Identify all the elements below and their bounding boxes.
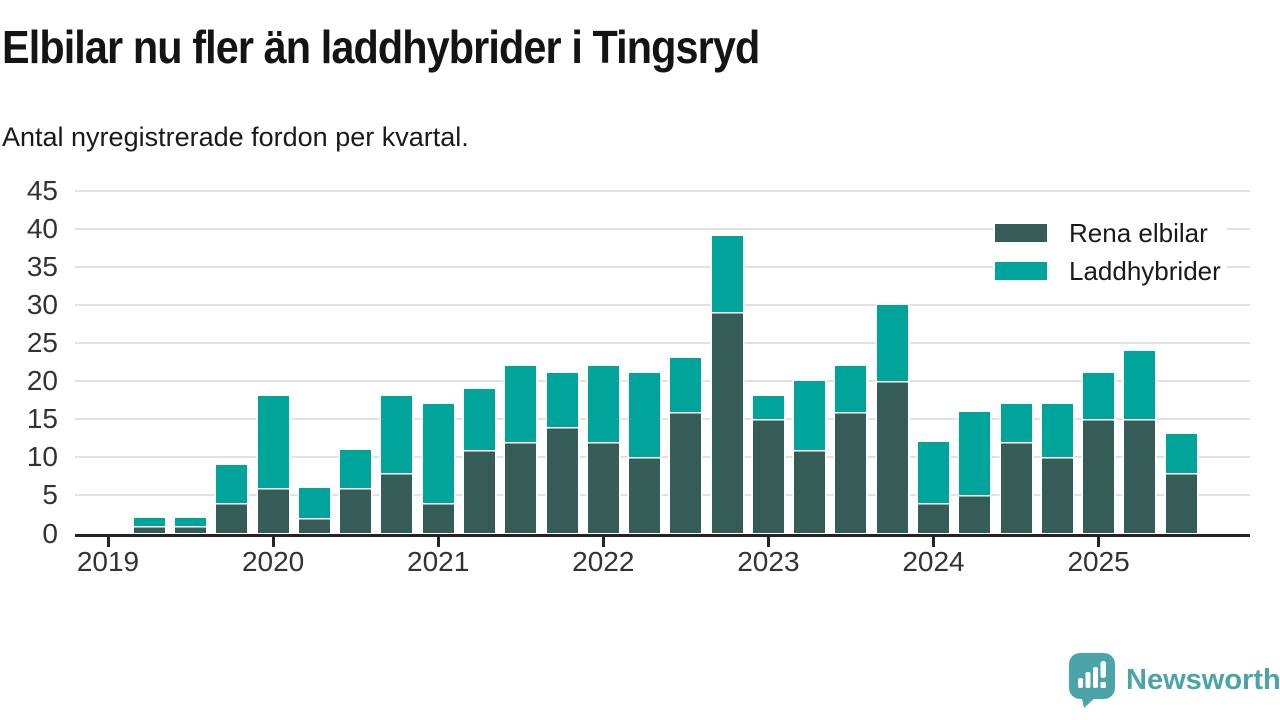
bar-segment-elbilar bbox=[1165, 472, 1197, 534]
gridline-25 bbox=[75, 341, 1250, 344]
bar-segment-laddhybrider bbox=[1000, 403, 1032, 443]
x-axis-label: 2019 bbox=[76, 546, 140, 577]
bar-segment-elbilar bbox=[670, 411, 702, 534]
brand-name: Newsworthy bbox=[1126, 663, 1280, 696]
bar-segment-elbilar bbox=[422, 503, 454, 534]
bar-segment-elbilar bbox=[381, 472, 413, 534]
bar-segment-elbilar bbox=[340, 487, 372, 534]
bar-segment-laddhybrider bbox=[1124, 350, 1156, 420]
bar-segment-elbilar bbox=[216, 503, 248, 534]
x-axis-tick bbox=[766, 536, 770, 547]
y-axis-label: 20 bbox=[26, 365, 58, 397]
x-axis-tick bbox=[436, 536, 440, 547]
x-axis-tick bbox=[1097, 536, 1101, 547]
legend: Rena elbilar Laddhybrider bbox=[993, 212, 1227, 292]
bar-segment-laddhybrider bbox=[505, 365, 537, 443]
y-axis-label: 35 bbox=[26, 250, 58, 282]
legend-label: Rena elbilar bbox=[1069, 217, 1208, 248]
gridline-10 bbox=[75, 456, 1250, 459]
bar-segment-laddhybrider bbox=[340, 449, 372, 488]
bar-segment-laddhybrider bbox=[918, 442, 949, 503]
bar-segment-laddhybrider bbox=[257, 396, 289, 488]
legend-swatch-laddhybrider bbox=[995, 262, 1047, 280]
bar-segment-elbilar bbox=[835, 411, 867, 534]
bar-segment-laddhybrider bbox=[546, 373, 578, 427]
x-axis-tick bbox=[601, 536, 605, 547]
brand-footer: Newsworthy bbox=[1068, 652, 1280, 708]
bar-segment-laddhybrider bbox=[298, 487, 330, 519]
bar-segment-elbilar bbox=[175, 525, 207, 534]
y-axis-label: 45 bbox=[26, 174, 58, 206]
x-axis-label: 2025 bbox=[1067, 546, 1130, 577]
bar-segment-elbilar bbox=[752, 419, 784, 534]
bar-segment-laddhybrider bbox=[175, 518, 207, 526]
chart-subtitle: Antal nyregistrerade fordon per kvartal. bbox=[2, 122, 469, 152]
gridline-45 bbox=[75, 189, 1250, 192]
bar-segment-elbilar bbox=[257, 487, 289, 534]
bar-segment-laddhybrider bbox=[422, 403, 454, 503]
y-axis-label: 40 bbox=[26, 212, 58, 244]
bar-segment-laddhybrider bbox=[587, 365, 619, 443]
bar-segment-elbilar bbox=[1041, 457, 1073, 534]
x-axis-label: 2022 bbox=[572, 546, 635, 577]
bar-segment-elbilar bbox=[1083, 419, 1115, 534]
bar-segment-laddhybrider bbox=[835, 365, 867, 412]
y-axis-label: 0 bbox=[42, 517, 58, 549]
gridline-40 bbox=[75, 227, 1250, 230]
bar-segment-elbilar bbox=[133, 525, 165, 534]
legend-label: Laddhybrider bbox=[1069, 255, 1221, 286]
bar-segment-elbilar bbox=[629, 457, 661, 534]
bar-segment-laddhybrider bbox=[794, 381, 826, 450]
gridline-5 bbox=[75, 494, 1250, 497]
chart-title: Elbilar nu fler än laddhybrider i Tingsr… bbox=[2, 21, 760, 73]
x-axis-label: 2023 bbox=[737, 546, 800, 577]
bar-segment-elbilar bbox=[794, 449, 826, 534]
bar-segment-laddhybrider bbox=[1083, 373, 1115, 420]
bar-segment-elbilar bbox=[546, 426, 578, 534]
bar-segment-laddhybrider bbox=[381, 396, 413, 473]
x-axis-line bbox=[75, 533, 1250, 537]
x-axis-tick bbox=[932, 536, 935, 547]
y-axis-label: 5 bbox=[42, 479, 58, 511]
x-axis-label: 2021 bbox=[407, 546, 470, 577]
legend-swatch-elbilar bbox=[995, 224, 1047, 242]
bar-segment-elbilar bbox=[505, 442, 537, 534]
x-axis-tick bbox=[271, 536, 275, 547]
x-axis-tick bbox=[106, 536, 110, 547]
bar-segment-elbilar bbox=[1124, 419, 1156, 534]
gridline-20 bbox=[75, 380, 1250, 383]
legend-item-elbilar: Rena elbilar bbox=[995, 214, 1221, 252]
bar-segment-elbilar bbox=[711, 312, 743, 534]
bar-segment-laddhybrider bbox=[1041, 403, 1073, 458]
y-axis-label: 10 bbox=[26, 441, 58, 473]
bar-segment-laddhybrider bbox=[629, 373, 661, 458]
bar-segment-elbilar bbox=[463, 449, 495, 534]
bar-segment-laddhybrider bbox=[133, 518, 165, 526]
bar-segment-laddhybrider bbox=[670, 358, 702, 412]
y-axis-label: 25 bbox=[26, 326, 58, 358]
gridline-35 bbox=[75, 265, 1250, 268]
bar-segment-laddhybrider bbox=[752, 396, 784, 420]
bar-segment-elbilar bbox=[918, 503, 949, 534]
gridline-15 bbox=[75, 418, 1250, 421]
legend-item-laddhybrider: Laddhybrider bbox=[995, 252, 1221, 290]
bar-segment-laddhybrider bbox=[959, 411, 991, 496]
newsworthy-logo-icon bbox=[1069, 653, 1115, 708]
bar-segment-elbilar bbox=[876, 381, 908, 534]
x-axis-label: 2020 bbox=[241, 546, 305, 577]
bar-segment-laddhybrider bbox=[1165, 434, 1197, 473]
bar-segment-elbilar bbox=[587, 442, 619, 534]
bar-segment-laddhybrider bbox=[216, 464, 248, 503]
gridline-30 bbox=[75, 303, 1250, 306]
bar-segment-laddhybrider bbox=[711, 236, 743, 313]
bar-segment-elbilar bbox=[1000, 442, 1032, 534]
bar-segment-elbilar bbox=[298, 518, 330, 534]
y-axis-label: 30 bbox=[26, 288, 58, 320]
bar-segment-laddhybrider bbox=[463, 388, 495, 450]
bar-segment-elbilar bbox=[959, 495, 991, 534]
x-axis-label: 2024 bbox=[902, 546, 965, 577]
y-axis-label: 15 bbox=[26, 403, 58, 435]
bar-segment-laddhybrider bbox=[876, 304, 908, 382]
